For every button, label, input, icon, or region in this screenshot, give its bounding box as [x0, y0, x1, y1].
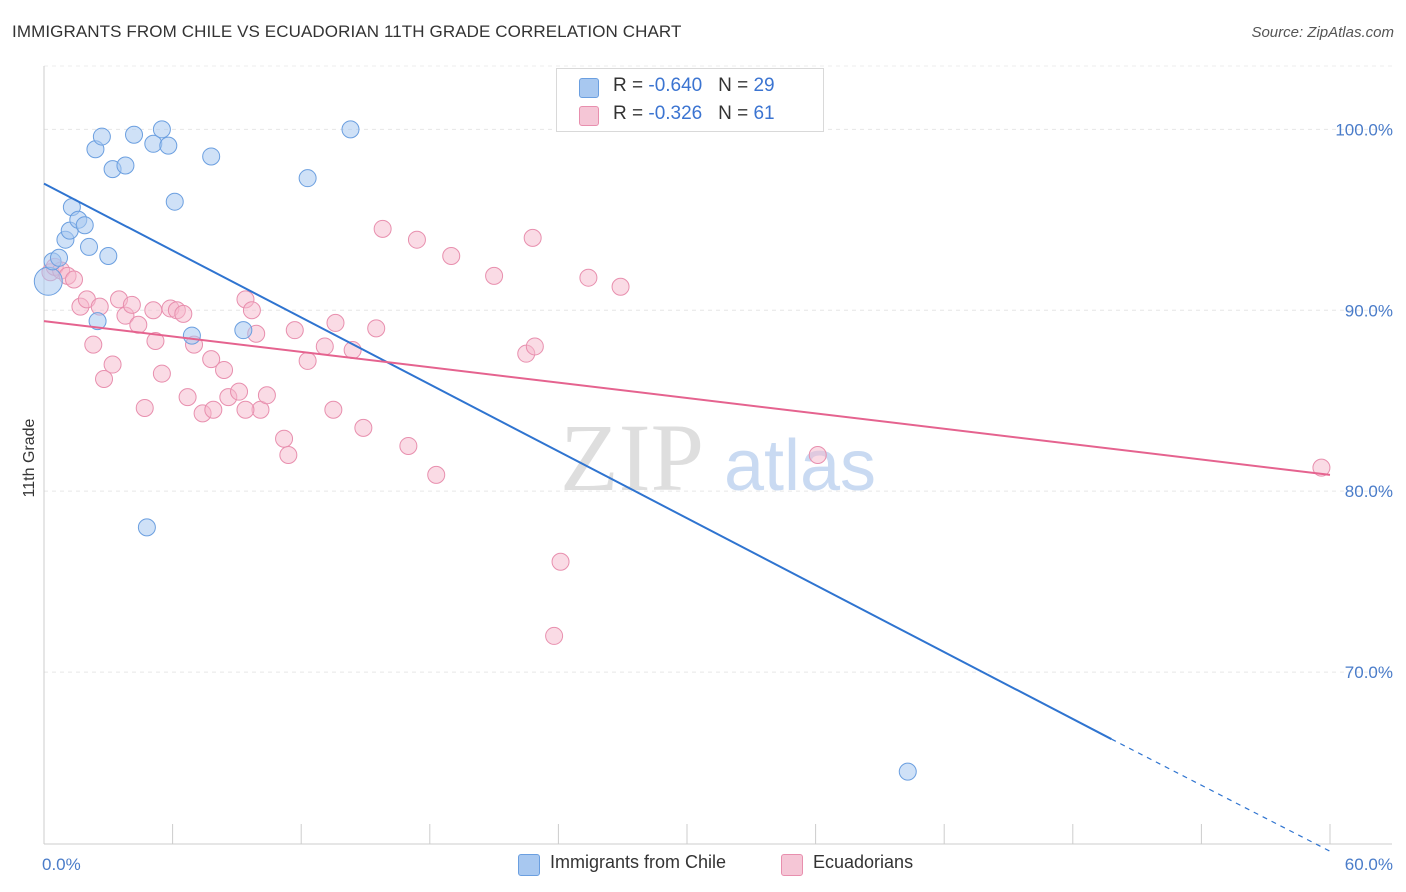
- legend-n-value: 61: [753, 103, 775, 124]
- legend-row-chile: R = -0.640 N = 29: [557, 73, 823, 101]
- ecuadorians-point: [611, 277, 630, 296]
- chile-trend-extension: [1111, 738, 1331, 852]
- y-tick-label: 100.0%: [1335, 120, 1393, 139]
- legend-r-value: -0.640: [648, 75, 703, 96]
- chile-point: [80, 237, 99, 256]
- legend-swatch-chile: [579, 78, 599, 98]
- chile-point: [341, 120, 360, 139]
- ecuadorians-point: [551, 552, 570, 571]
- y-axis-label: 11th Grade: [21, 418, 38, 497]
- bottom-legend-label-chile: Immigrants from Chile: [550, 852, 727, 872]
- ecuadorians-point: [152, 364, 171, 383]
- y-tick-label: 80.0%: [1345, 482, 1393, 501]
- ecuadorians-point: [354, 418, 373, 437]
- chile-point: [75, 216, 94, 235]
- chile-point: [92, 127, 111, 146]
- axes: [43, 66, 1392, 845]
- legend-n-label: N =: [718, 103, 754, 124]
- chile-point: [898, 762, 917, 781]
- ecuadorians-point: [442, 246, 461, 265]
- ecuadorians-point: [485, 266, 504, 285]
- ecuadorians-point: [407, 230, 426, 249]
- chart-source: Source: ZipAtlas.com: [1251, 24, 1394, 41]
- legend-row-ecuadorians: R = -0.326 N = 61: [557, 101, 823, 129]
- chile-point: [182, 326, 201, 345]
- ecuadorians-point: [1312, 458, 1331, 477]
- watermark-zip: ZIP: [560, 404, 704, 511]
- ecuadorians-point: [202, 350, 221, 369]
- legend-n-label: N =: [718, 75, 754, 96]
- ecuadorians-point: [525, 337, 544, 356]
- chile-points: [33, 120, 917, 781]
- ecuadorians-point: [326, 313, 345, 332]
- chile-point: [125, 125, 144, 144]
- bottom-legend-swatch-ecuadorians: [781, 854, 803, 876]
- chile-point: [50, 248, 69, 267]
- chile-point: [159, 136, 178, 155]
- ecuadorians-point: [84, 335, 103, 354]
- trend-lines: [43, 182, 1331, 852]
- watermark-atlas: atlas: [724, 426, 876, 506]
- chile-point: [165, 192, 184, 211]
- ecuadorians-point: [298, 351, 317, 370]
- ecuadorians-point: [257, 386, 276, 405]
- ecuadorians-point: [579, 268, 598, 287]
- ecuadorians-point: [204, 400, 223, 419]
- ecuadorians-point: [242, 301, 261, 320]
- ecuadorians-point: [65, 270, 84, 289]
- chile-point: [152, 120, 171, 139]
- ecuadorians-point: [808, 446, 827, 464]
- chile-point: [88, 312, 107, 331]
- ecuadorians-point: [178, 388, 197, 407]
- ecuadorians-point: [95, 370, 114, 389]
- ecuadorians-point: [285, 321, 304, 340]
- bottom-legend-swatch-chile: [518, 854, 540, 876]
- ecuadorians-point: [399, 436, 418, 455]
- ecuadorians-point: [144, 301, 163, 320]
- ecuadorians-point: [215, 360, 234, 379]
- stats-legend: R = -0.640 N = 29 R = -0.326 N = 61: [556, 68, 824, 132]
- bottom-legend: Immigrants from Chile Ecuadorians: [0, 852, 1406, 878]
- ecuadorians-point: [324, 400, 343, 419]
- ecuadorians-point: [146, 332, 165, 351]
- ecuadorians-point: [545, 626, 564, 645]
- ecuadorians-point: [275, 429, 294, 448]
- ecuadorians-point: [236, 400, 255, 419]
- legend-r-label: R =: [613, 75, 649, 96]
- chile-point: [202, 147, 221, 166]
- y-tick-label: 90.0%: [1345, 301, 1393, 320]
- chile-point: [99, 246, 118, 265]
- chile-point: [298, 169, 317, 188]
- chile-point: [234, 321, 253, 340]
- ecuadorians-point: [122, 295, 141, 314]
- grid-lines: [44, 65, 1392, 673]
- ecuadorians-point: [135, 398, 154, 417]
- watermark: ZIP atlas: [560, 404, 876, 511]
- ecuadorians-point: [279, 446, 298, 464]
- ecuadorians-point: [230, 382, 249, 401]
- ecuadorians-point: [315, 337, 334, 356]
- chile-trend-line: [43, 182, 1112, 740]
- ecuadorians-point: [174, 304, 193, 323]
- legend-n-value: 29: [753, 75, 775, 96]
- legend-r-value: -0.326: [648, 103, 703, 124]
- ecuadorians-point: [103, 355, 122, 374]
- x-tick-label: 0.0%: [42, 855, 81, 874]
- legend-swatch-ecuadorians: [579, 106, 599, 126]
- ecuadorians-point: [523, 228, 542, 247]
- legend-r-label: R =: [613, 103, 649, 124]
- ecuadorians-point: [367, 319, 386, 338]
- tick-labels: 100.0% 90.0% 80.0% 70.0% 0.0% 60.0%: [42, 120, 1393, 874]
- y-tick-label: 70.0%: [1345, 663, 1393, 682]
- x-tick-label: 60.0%: [1345, 855, 1393, 874]
- ecuadorians-point: [373, 219, 392, 238]
- chile-point: [116, 156, 135, 175]
- chile-point: [137, 518, 156, 537]
- chart-title: IMMIGRANTS FROM CHILE VS ECUADORIAN 11TH…: [12, 22, 682, 41]
- ecuadorians-point: [427, 465, 446, 484]
- bottom-legend-label-ecuadorians: Ecuadorians: [813, 852, 914, 872]
- ecuadorians-trend-line: [43, 320, 1331, 476]
- chile-point: [33, 266, 63, 296]
